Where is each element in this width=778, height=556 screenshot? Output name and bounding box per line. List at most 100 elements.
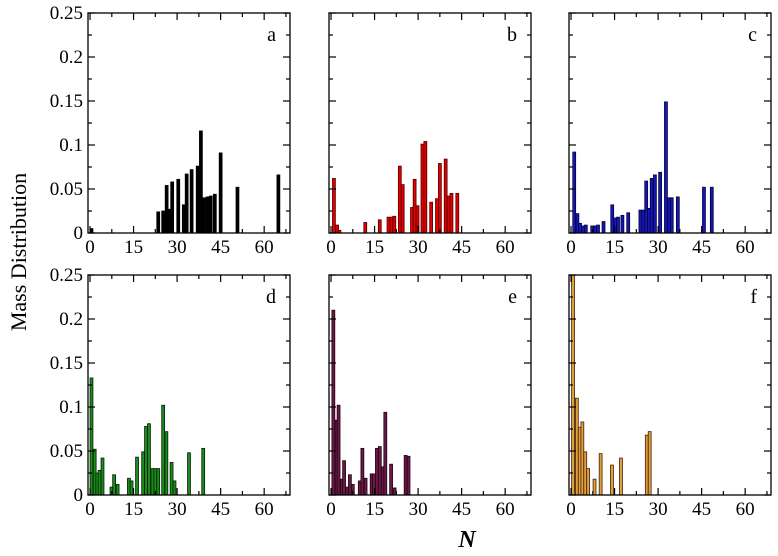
x-tick-label: 0 bbox=[566, 499, 576, 520]
panel-label: b bbox=[507, 24, 517, 46]
bar bbox=[156, 468, 161, 495]
bar bbox=[235, 186, 240, 233]
bar bbox=[455, 192, 460, 233]
bar bbox=[400, 184, 405, 233]
x-tick-label: 45 bbox=[211, 237, 230, 258]
y-tick-label: 0 bbox=[74, 485, 84, 506]
bar bbox=[218, 152, 223, 233]
bar bbox=[571, 275, 575, 495]
bar bbox=[664, 101, 668, 233]
y-tick-label: 0.15 bbox=[50, 91, 83, 112]
x-tick-label: 30 bbox=[168, 499, 187, 520]
bar bbox=[389, 216, 394, 233]
bar bbox=[647, 431, 652, 495]
y-axis-label: Mass Distribution bbox=[6, 173, 31, 331]
bar bbox=[572, 151, 577, 233]
bar bbox=[601, 221, 606, 233]
bar bbox=[644, 434, 649, 495]
bar bbox=[176, 178, 181, 233]
bar bbox=[638, 209, 643, 233]
plot-frame bbox=[87, 12, 291, 234]
bar bbox=[150, 468, 155, 495]
bar bbox=[350, 484, 355, 495]
bar bbox=[620, 214, 625, 233]
y-tick-label: 0.15 bbox=[50, 353, 83, 374]
bar bbox=[375, 447, 379, 495]
bar bbox=[169, 462, 174, 495]
x-tick-label: 60 bbox=[255, 499, 274, 520]
bar bbox=[97, 469, 102, 495]
panel-f: 0 15 30 45 60 f bbox=[566, 274, 772, 520]
bar bbox=[377, 219, 382, 233]
bar bbox=[161, 404, 166, 495]
bar bbox=[702, 186, 706, 233]
bar bbox=[626, 212, 631, 233]
x-tick-label: 60 bbox=[496, 499, 515, 520]
bar bbox=[610, 204, 615, 233]
x-tick-label: 45 bbox=[692, 499, 711, 520]
bar bbox=[331, 309, 336, 495]
bar-series-f bbox=[571, 275, 652, 495]
bar bbox=[348, 474, 352, 495]
bar bbox=[129, 480, 134, 495]
bar-series-a bbox=[89, 130, 281, 233]
plot-frame bbox=[328, 274, 532, 496]
bar-series-e bbox=[331, 309, 411, 495]
x-tick-label: 0 bbox=[566, 237, 576, 258]
bar bbox=[429, 201, 434, 233]
bar bbox=[332, 178, 336, 233]
bar bbox=[172, 480, 177, 495]
y-tick-label: 0 bbox=[74, 223, 84, 244]
bar bbox=[170, 181, 175, 233]
bar bbox=[658, 171, 662, 233]
x-tick-label: 60 bbox=[736, 499, 755, 520]
x-tick-label: 15 bbox=[124, 499, 143, 520]
bar bbox=[212, 193, 217, 233]
y-tick-label: 0.2 bbox=[59, 47, 83, 68]
bar bbox=[276, 174, 281, 233]
x-tick-label: 45 bbox=[211, 499, 230, 520]
bar bbox=[669, 197, 674, 233]
bar-series-b bbox=[332, 141, 460, 233]
bar bbox=[438, 163, 442, 233]
panel-a: 0 15 30 45 60 0 0.05 0.1 0.15 0.2 0.25 a bbox=[50, 3, 291, 258]
bar bbox=[578, 222, 582, 233]
bar bbox=[164, 185, 169, 233]
bar bbox=[189, 169, 194, 233]
bar bbox=[199, 130, 203, 233]
bar bbox=[135, 456, 139, 495]
bar bbox=[420, 143, 425, 233]
bar bbox=[580, 421, 585, 495]
bar bbox=[593, 225, 597, 233]
bar-series-d bbox=[89, 377, 206, 495]
bar bbox=[583, 451, 588, 495]
bar bbox=[449, 192, 454, 233]
bar bbox=[443, 158, 448, 233]
bar bbox=[386, 216, 391, 233]
x-tick-label: 0 bbox=[326, 237, 336, 258]
x-tick-label: 30 bbox=[168, 237, 187, 258]
bar bbox=[195, 165, 200, 233]
bar bbox=[164, 431, 169, 495]
x-tick-label: 30 bbox=[649, 237, 668, 258]
panel-c: 0 15 30 45 60 c bbox=[566, 12, 772, 258]
y-tick-label: 0.05 bbox=[50, 441, 83, 462]
bar bbox=[363, 222, 368, 233]
plot-frame bbox=[328, 12, 532, 234]
bar bbox=[187, 452, 191, 495]
x-tick-label: 0 bbox=[85, 237, 95, 258]
y-tick-label: 0.2 bbox=[59, 309, 83, 330]
x-tick-label: 15 bbox=[124, 237, 143, 258]
panel-label: d bbox=[266, 286, 276, 308]
x-tick-label: 0 bbox=[326, 499, 336, 520]
bar bbox=[397, 165, 402, 233]
x-tick-label: 30 bbox=[409, 499, 428, 520]
bar bbox=[392, 215, 397, 233]
x-tick-label: 15 bbox=[365, 499, 384, 520]
bar bbox=[202, 197, 206, 233]
bar bbox=[184, 173, 189, 233]
bar bbox=[581, 225, 585, 233]
bar bbox=[156, 211, 161, 233]
bar bbox=[100, 457, 105, 495]
y-tick-label: 0.1 bbox=[59, 397, 83, 418]
